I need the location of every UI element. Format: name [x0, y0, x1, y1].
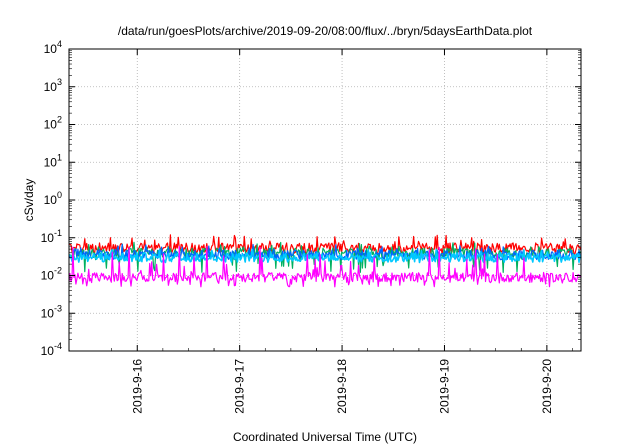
y-tick-label: 10-4: [41, 341, 62, 358]
x-tick-label: 2019-9-19: [437, 359, 451, 414]
x-tick-label: 2019-9-16: [130, 359, 144, 414]
y-tick-label: 103: [44, 77, 62, 94]
series-line: [68, 234, 582, 256]
series-group: [68, 234, 582, 288]
y-tick-label: 102: [44, 115, 62, 132]
y-tick-label: 10-2: [41, 266, 62, 283]
x-tick-label: 2019-9-17: [233, 359, 247, 414]
series-line: [68, 241, 582, 273]
x-tick-label: 2019-9-20: [540, 359, 554, 414]
series-line: [68, 248, 582, 264]
y-axis: 10-4 10-3 10-2 10-1 100 101 102 103 104: [41, 39, 581, 358]
y-tick-label: 100: [44, 190, 62, 207]
x-tick-label: 2019-9-18: [335, 359, 349, 414]
y-tick-label: 10-1: [41, 228, 62, 245]
y-axis-label: cSv/day: [22, 179, 36, 222]
grid: [69, 49, 581, 351]
series-line: [68, 245, 582, 288]
y-tick-label: 104: [44, 39, 62, 56]
y-tick-label: 101: [44, 152, 62, 169]
x-axis-label: Coordinated Universal Time (UTC): [233, 430, 417, 444]
x-axis: 2019-9-16 2019-9-17 2019-9-18 2019-9-19 2019…: [111, 49, 573, 414]
y-tick-label: 10-3: [41, 303, 62, 320]
chart-title: /data/run/goesPlots/archive/2019-09-20/0…: [118, 24, 533, 38]
